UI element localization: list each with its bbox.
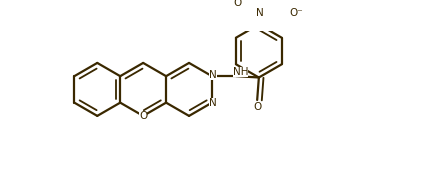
Text: NH: NH: [233, 67, 248, 77]
Text: N: N: [256, 8, 264, 18]
Text: N: N: [209, 70, 217, 80]
Text: O: O: [253, 102, 261, 112]
Text: O: O: [234, 0, 242, 8]
Text: N: N: [209, 98, 217, 108]
Text: O: O: [139, 111, 147, 121]
Text: O⁻: O⁻: [289, 8, 303, 18]
